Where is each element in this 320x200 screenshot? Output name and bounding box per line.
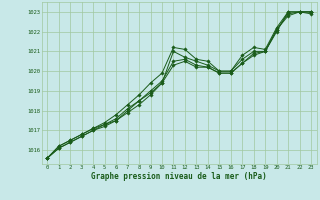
X-axis label: Graphe pression niveau de la mer (hPa): Graphe pression niveau de la mer (hPa) — [91, 172, 267, 181]
